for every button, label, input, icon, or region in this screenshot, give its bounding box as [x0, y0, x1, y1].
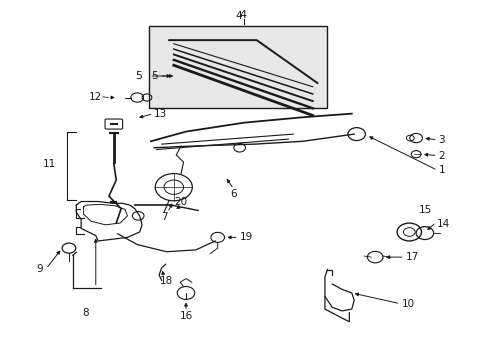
- Text: 16: 16: [179, 311, 192, 321]
- Text: 5: 5: [135, 71, 142, 81]
- Text: 5: 5: [151, 71, 158, 81]
- Text: 3: 3: [438, 135, 444, 145]
- Text: 12: 12: [88, 92, 102, 102]
- Text: 15: 15: [418, 206, 431, 216]
- Text: 8: 8: [82, 308, 89, 318]
- Text: 11: 11: [43, 159, 56, 169]
- Text: 18: 18: [160, 276, 173, 286]
- Text: 17: 17: [405, 252, 418, 262]
- Text: 9: 9: [36, 264, 43, 274]
- Text: 14: 14: [436, 219, 449, 229]
- Polygon shape: [76, 202, 142, 241]
- Text: 7: 7: [161, 212, 167, 221]
- Text: 2: 2: [438, 150, 444, 161]
- Text: 13: 13: [154, 109, 167, 119]
- Text: 4: 4: [239, 10, 246, 20]
- FancyBboxPatch shape: [105, 119, 122, 129]
- Text: 20: 20: [174, 197, 187, 207]
- Text: 4: 4: [235, 11, 242, 21]
- Text: 6: 6: [230, 189, 237, 199]
- Text: 1: 1: [438, 165, 444, 175]
- Text: 19: 19: [239, 232, 252, 242]
- Text: 10: 10: [401, 299, 414, 309]
- Bar: [149, 26, 327, 108]
